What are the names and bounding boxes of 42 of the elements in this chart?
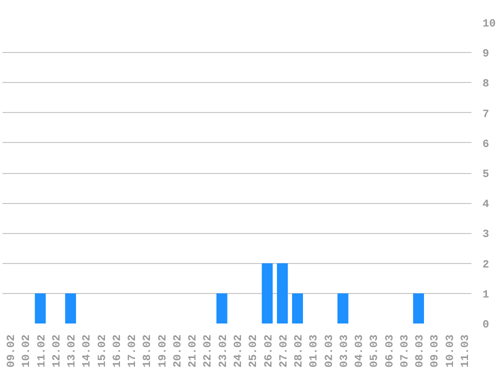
x-tick-label: 24.02 [233, 334, 245, 368]
x-tick-label: 25.02 [248, 334, 260, 368]
y-tick-label: 6 [482, 138, 490, 151]
x-tick-label: 11.03 [460, 334, 472, 368]
x-tick-label: 05.03 [369, 334, 382, 368]
x-tick-label: 09.03 [430, 334, 442, 368]
x-tick-label: 07.03 [399, 334, 412, 368]
x-tick-label: 27.02 [278, 334, 290, 368]
y-tick-label: 4 [482, 199, 490, 212]
x-tick-label: 12.02 [51, 334, 64, 368]
x-tick-label: 02.03 [324, 334, 336, 368]
x-tick-label: 20.02 [172, 334, 184, 368]
x-tick-label: 10.02 [21, 334, 34, 368]
x-tick-label: 15.02 [96, 334, 109, 368]
x-tick-label: 22.02 [202, 334, 215, 368]
x-tick-label: 28.02 [294, 334, 306, 368]
y-tick-label: 8 [482, 78, 490, 91]
x-tick-label: 16.02 [112, 334, 124, 368]
x-tick-label: 21.02 [188, 334, 200, 368]
x-tick-label: 26.02 [263, 334, 276, 368]
x-tick-label: 01.03 [308, 334, 321, 368]
x-tick-label: 03.03 [338, 334, 351, 368]
y-tick-label: 10 [482, 18, 496, 30]
x-tick-label: 13.02 [66, 334, 79, 368]
x-tick-label: 04.03 [354, 334, 366, 368]
y-tick-label: 7 [482, 108, 490, 121]
x-tick-label: 17.02 [127, 334, 140, 368]
x-tick-label: 11.02 [36, 334, 48, 368]
x-tick-label: 14.02 [82, 334, 94, 368]
x-tick-label: 19.02 [157, 334, 170, 368]
y-tick-label: 0 [482, 320, 490, 332]
x-tick-label: 23.02 [218, 334, 230, 368]
x-tick-label: 18.02 [142, 334, 154, 368]
x-tick-label: 06.03 [384, 334, 396, 368]
x-tick-label: 10.03 [444, 334, 457, 368]
y-tick-label: 3 [482, 229, 490, 242]
x-tick-label: 09.02 [6, 334, 18, 368]
y-tick-label: 5 [482, 169, 490, 181]
y-tick-label: 2 [482, 259, 490, 272]
y-tick-label: 1 [482, 289, 490, 302]
x-tick-label: 08.03 [414, 334, 427, 368]
y-tick-label: 9 [482, 48, 490, 61]
